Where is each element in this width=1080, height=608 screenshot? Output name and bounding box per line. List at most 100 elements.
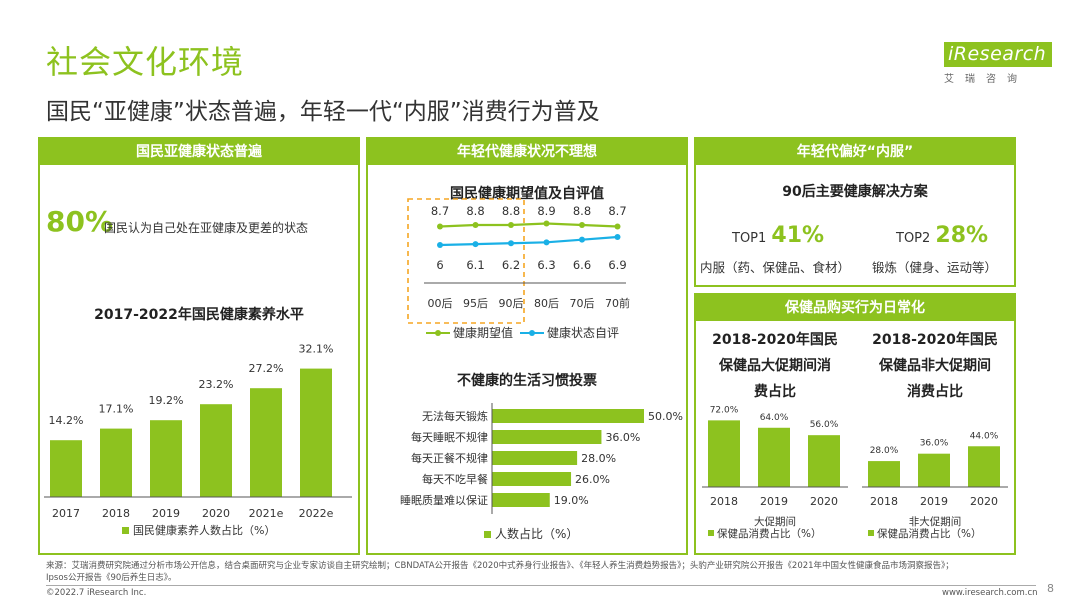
point-label: 8.9 (537, 204, 555, 218)
website: www.iresearch.com.cn (942, 588, 1038, 598)
stat-80-value: 80% (46, 205, 114, 238)
bar (758, 427, 790, 487)
bar (150, 420, 182, 497)
bar (300, 368, 332, 497)
non-promo-chart: 28.0% 2018 36.0% 2019 44.0% 2020 非大促期间保健品消费占比（… (862, 431, 1008, 540)
bar (250, 388, 282, 497)
series-point (472, 241, 479, 248)
top1-label: TOP1 (732, 231, 767, 246)
top2-desc: 锻炼（健身、运动等） (872, 260, 998, 275)
non-promo-title: 2018-2020年国民 保健品非大促期间 消费占比 (856, 327, 1014, 405)
series-point (508, 240, 514, 247)
x-tick-label: 2020 (202, 507, 230, 520)
category-label: 每天睡眠不规律 (411, 430, 488, 444)
panel-internal-preference: 年轻代偏好“内服” 90后主要健康解决方案 TOP1 41% 内服（药、保健品、… (694, 137, 1016, 287)
bar (708, 420, 740, 487)
title-line: 保健品非大促期间 (879, 358, 991, 374)
highlight-box (407, 198, 525, 324)
top1-desc: 内服（药、保健品、食材） (700, 260, 851, 275)
x-tick-label: 2020 (970, 495, 998, 508)
x-tick-label: 2018 (870, 495, 898, 508)
x-tick-label: 2019 (152, 507, 180, 520)
bar-value-label: 44.0% (970, 431, 999, 441)
point-label: 6.3 (537, 258, 555, 272)
x-tick-label: 80后 (534, 297, 559, 310)
series-point (543, 220, 550, 227)
bar (50, 440, 82, 497)
category-label: 睡眠质量难以保证 (400, 493, 488, 507)
series-point (579, 236, 585, 243)
bar-value-label: 28.0% (870, 446, 899, 456)
legend-label: 保健品消费占比（%） (717, 527, 821, 540)
title-line: 费占比 (754, 384, 796, 400)
point-label: 6.1 (466, 258, 484, 272)
x-tick-label: 70前 (605, 296, 630, 310)
title-line: 保健品大促期间消 (719, 358, 831, 374)
bar (492, 451, 578, 465)
panel-header: 年轻代偏好“内服” (696, 139, 1014, 165)
legend-label: 人数占比（%） (495, 526, 578, 541)
title-line: 2018-2020年国民 (712, 332, 838, 348)
iresearch-logo: iResearch 艾瑞咨询 (938, 36, 1053, 85)
bar-value-label: 14.2% (49, 414, 84, 427)
bar-value-label: 50.0% (648, 410, 683, 423)
x-tick-label: 2018 (102, 507, 130, 520)
title-line: 2018-2020年国民 (872, 332, 998, 348)
legend-label: 国民健康素养人数占比（%） (133, 523, 275, 537)
x-tick-label: 90后 (499, 297, 524, 310)
x-tick-label: 2019 (760, 495, 788, 508)
bar-value-label: 56.0% (810, 420, 839, 430)
panel-supplement-purchase: 保健品购买行为日常化 2018-2020年国民 保健品大促期间消 费占比 201… (694, 293, 1016, 555)
bar (492, 472, 572, 486)
x-tick-label: 2021e (249, 507, 284, 520)
category-label: 每天不吃早餐 (422, 472, 488, 486)
x-tick-label: 2020 (810, 495, 838, 508)
stat-80-text: 国民认为自己处在亚健康及更差的状态 (104, 221, 309, 235)
health-expectation-chart: 8.7 8.8 8.8 8.9 8.8 8.7 6 6.1 6.2 6.3 6.6 6.9 00后 95后… (407, 198, 630, 340)
legend-swatch (708, 530, 714, 536)
page-title: 社会文化环境 (46, 43, 245, 81)
copyright: ©2022.7 iResearch Inc. (46, 588, 147, 598)
bar-value-label: 36.0% (920, 439, 949, 449)
top1-value: 41% (771, 223, 825, 248)
title-line: 消费占比 (907, 384, 963, 400)
bar (868, 461, 900, 487)
bar-value-label: 27.2% (249, 362, 284, 375)
series-point (472, 222, 479, 228)
bar-value-label: 17.1% (99, 403, 134, 416)
point-label: 8.7 (431, 204, 449, 218)
point-label: 6.9 (608, 258, 626, 272)
bar-value-label: 28.0% (581, 452, 616, 465)
chart-title: 国民健康期望值及自评值 (450, 186, 604, 202)
bar-value-label: 26.0% (575, 473, 610, 486)
legend-label: 健康期望值 (453, 325, 513, 340)
legend-swatch (868, 530, 874, 536)
chart-title: 2017-2022年国民健康素养水平 (94, 307, 304, 323)
page-subtitle: 国民“亚健康”状态普遍，年轻一代“内服”消费行为普及 (46, 99, 600, 125)
x-tick-label: 2018 (710, 495, 738, 508)
series-point (614, 234, 621, 240)
series-point (543, 239, 550, 246)
footer-divider (46, 585, 1036, 586)
series-line (439, 235, 618, 247)
x-tick-label: 2017 (52, 507, 80, 520)
point-label: 8.8 (502, 204, 520, 218)
point-label: 8.8 (573, 204, 591, 218)
bar-value-label: 19.0% (554, 494, 589, 507)
bar (808, 435, 840, 487)
x-tick-label: 70后 (570, 297, 595, 310)
top1: TOP1 41% (732, 223, 824, 248)
chart-title: 不健康的生活习惯投票 (457, 373, 597, 389)
bar-value-label: 32.1% (299, 343, 334, 356)
x-axis-label: 非大促期间 (909, 515, 962, 528)
legend-label: 健康状态自评 (547, 325, 619, 340)
top2: TOP2 28% (896, 223, 988, 248)
series-line (439, 222, 618, 228)
bar (968, 446, 1000, 487)
bar-value-label: 23.2% (199, 378, 234, 391)
bar (492, 409, 644, 423)
bar (100, 428, 132, 497)
series-point (508, 222, 514, 228)
point-label: 6.6 (573, 258, 591, 272)
top2-label: TOP2 (896, 231, 931, 246)
